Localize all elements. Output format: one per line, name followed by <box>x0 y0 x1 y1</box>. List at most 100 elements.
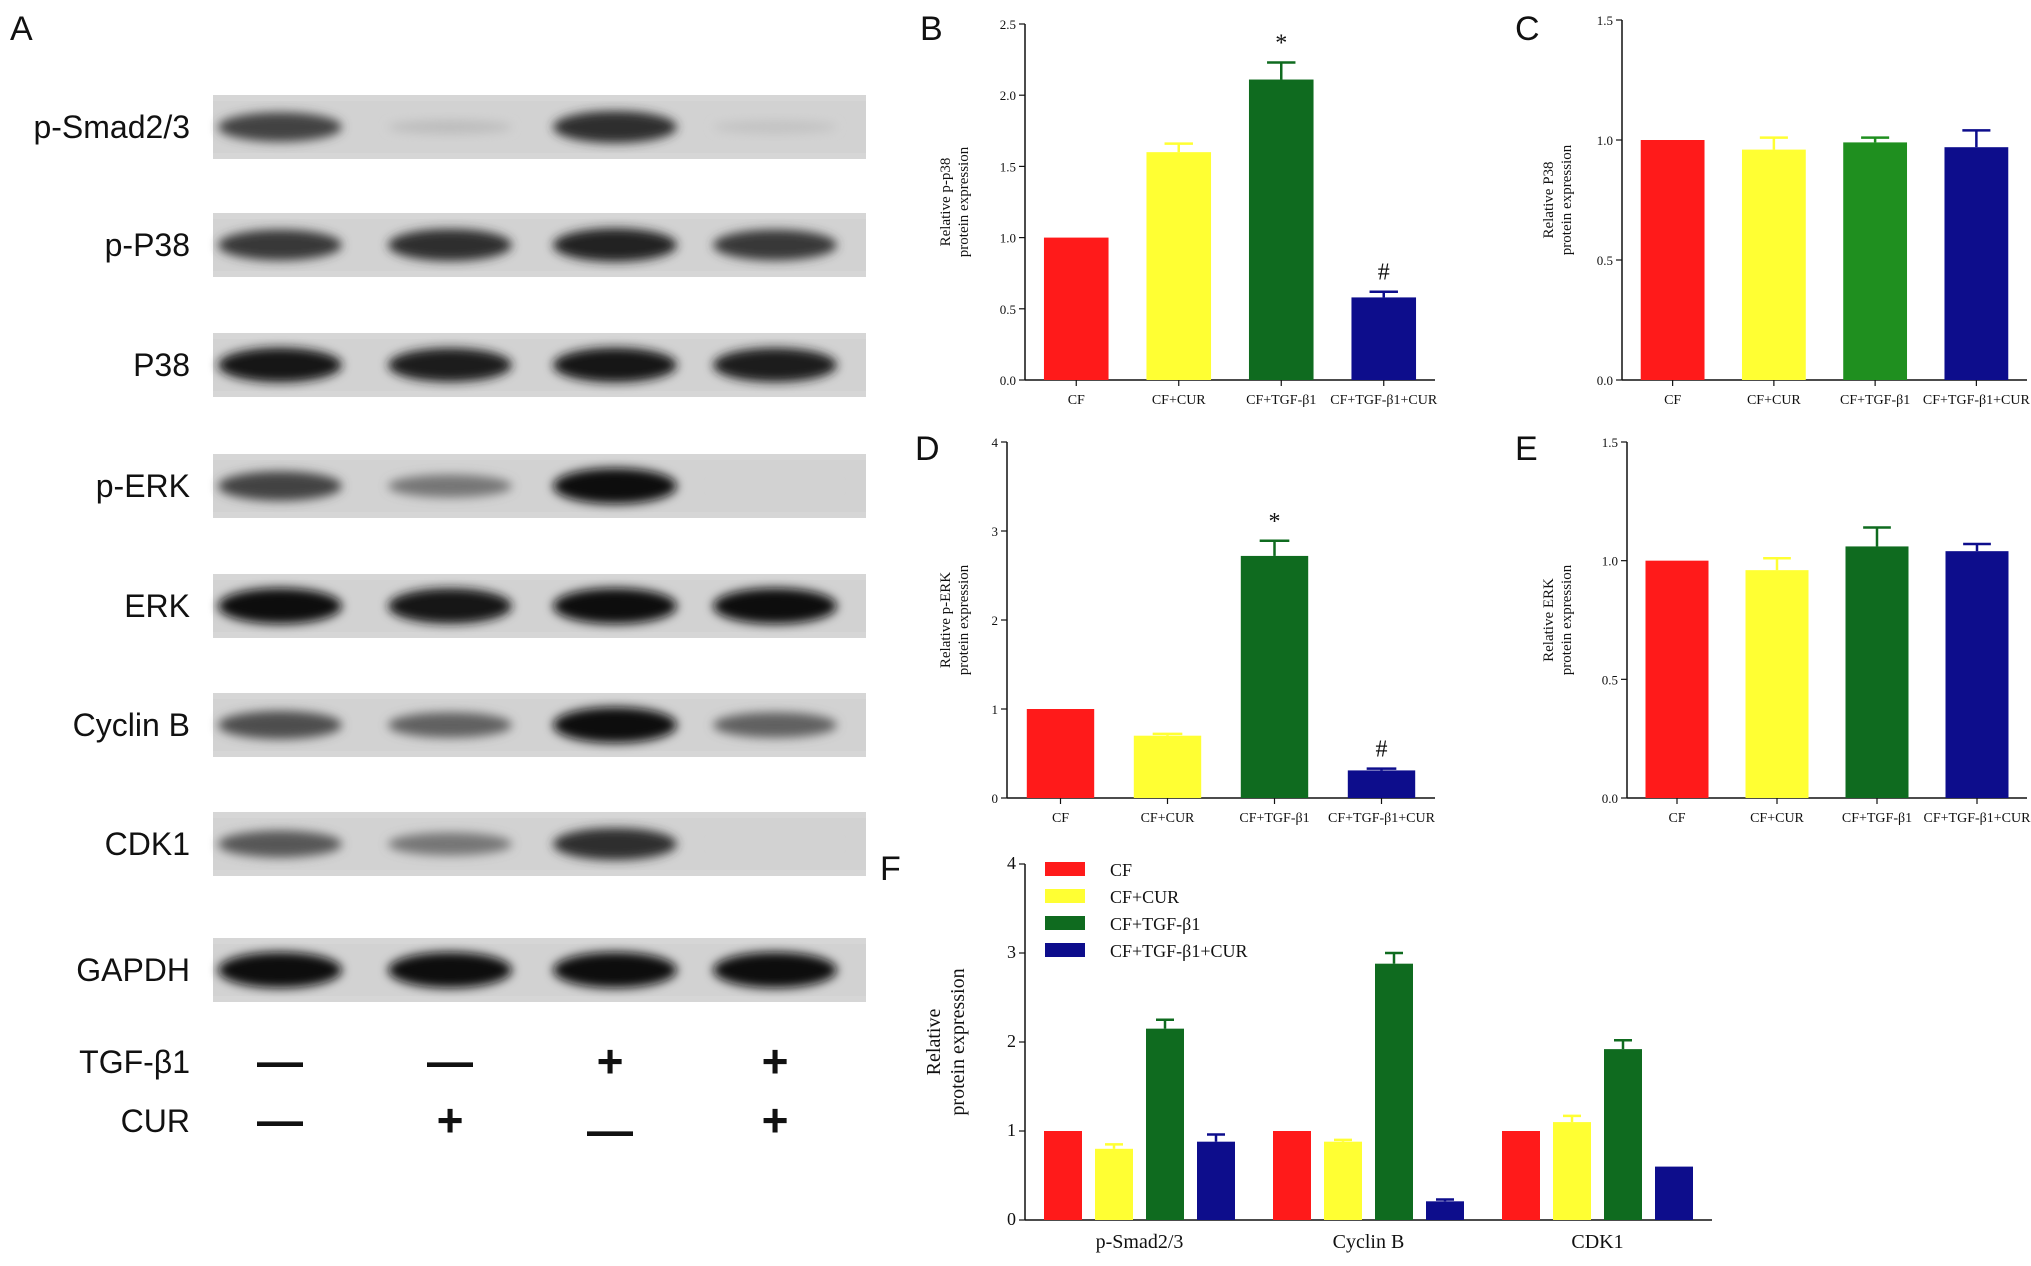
y-axis-label-line: Relative P38 <box>1541 161 1557 238</box>
bar <box>1133 735 1202 798</box>
y-tick-label: 1.5 <box>1597 13 1613 28</box>
bar <box>1146 1028 1184 1220</box>
bar <box>1197 1141 1235 1220</box>
blot-band <box>218 588 342 624</box>
blot-band <box>713 588 837 624</box>
treatment-symbol: + <box>597 1035 624 1087</box>
blot-band <box>713 229 837 261</box>
blot-band <box>713 347 837 383</box>
x-tick-label: CF+TGF-β1 <box>1840 393 1910 408</box>
y-axis-label: Relative protein expression <box>923 968 969 1115</box>
legend: CF CF+CUR CF+TGF-β1 CF+TGF-β1+CUR <box>1045 860 1248 961</box>
blot-row-label: Cyclin B <box>73 707 190 743</box>
chart-e: E 0.0 0.5 1.0 1.5 Relative ERK protein express… <box>1515 430 2031 826</box>
y-axis-label: Relative p-ERK protein expression <box>938 564 972 675</box>
bar <box>1741 149 1806 380</box>
x-tick-label: CF+TGF-β1 <box>1239 811 1309 826</box>
bar <box>1944 147 2009 380</box>
bar <box>1095 1148 1133 1220</box>
blot-band <box>713 952 837 988</box>
blot-band <box>218 710 342 740</box>
blot-row-label: ERK <box>124 588 190 624</box>
y-tick-label: 0.0 <box>1000 373 1016 388</box>
blot-row: GAPDH <box>76 938 866 1002</box>
x-tick-label: CF+CUR <box>1141 811 1195 826</box>
bar <box>1248 79 1314 380</box>
y-tick-label: 2 <box>992 613 999 628</box>
bar <box>1146 152 1212 380</box>
y-axis-label-line: Relative p-ERK <box>938 572 954 668</box>
blot-band <box>388 228 512 262</box>
blot-row: p-ERK <box>96 454 866 518</box>
treatment-label: TGF-β1 <box>79 1044 190 1080</box>
blot-row-label: p-Smad2/3 <box>33 109 190 145</box>
legend-swatch <box>1045 862 1085 876</box>
y-tick-label: 1.0 <box>1602 554 1618 569</box>
x-tick-label: CF+CUR <box>1152 393 1206 408</box>
blot-band <box>553 952 677 988</box>
blot-band <box>713 838 837 850</box>
legend-swatch <box>1045 889 1085 903</box>
significance-marker: * <box>1275 30 1287 56</box>
significance-marker: # <box>1376 737 1388 763</box>
legend-label: CF+TGF-β1+CUR <box>1110 941 1248 961</box>
bar <box>1655 1166 1693 1220</box>
x-tick-label: CF+TGF-β1+CUR <box>1328 811 1436 826</box>
blot-row-label: p-P38 <box>105 227 190 263</box>
y-axis-label-line: protein expression <box>1559 564 1575 675</box>
y-tick-label: 3 <box>1007 942 1016 962</box>
bar <box>1945 551 2009 798</box>
blot-band <box>713 480 837 492</box>
panel-label-b: B <box>920 10 943 48</box>
chart-c: C 0.0 0.5 1.0 1.5 Relative P38 protein express… <box>1515 10 2031 408</box>
blot-row: Cyclin B <box>73 693 866 757</box>
y-tick-label: 1 <box>992 702 999 717</box>
treatment-symbol: — <box>257 1094 303 1146</box>
blot-row: p-P38 <box>105 213 866 277</box>
y-axis-label-line: protein expression <box>947 968 969 1115</box>
y-axis-label: Relative p-p38 protein expression <box>938 146 972 257</box>
y-axis-label-line: Relative <box>923 1009 945 1076</box>
blot-row: ERK <box>124 574 866 638</box>
blot-row-label: CDK1 <box>105 826 190 862</box>
legend-swatch <box>1045 916 1085 930</box>
bar <box>1645 560 1709 798</box>
x-tick-label: CF <box>1068 393 1085 408</box>
y-axis-label-line: Relative ERK <box>1541 578 1557 662</box>
blot-band <box>388 474 512 498</box>
x-tick-label: CF+TGF-β1+CUR <box>1923 393 2031 408</box>
bar <box>1324 1141 1362 1220</box>
x-tick-label: p-Smad2/3 <box>1096 1231 1184 1253</box>
bar <box>1240 555 1309 798</box>
y-tick-label: 1.0 <box>1597 133 1613 148</box>
treatment-symbol: — <box>257 1035 303 1087</box>
blot-band <box>388 952 512 988</box>
blot-band <box>218 347 342 383</box>
x-tick-label: CF <box>1668 811 1685 826</box>
blot-row: CDK1 <box>105 812 866 876</box>
y-tick-label: 0.0 <box>1602 791 1618 806</box>
blot-band <box>553 347 677 383</box>
x-tick-label: CF <box>1052 811 1069 826</box>
bar <box>1604 1049 1642 1220</box>
treatment-symbol: + <box>762 1035 789 1087</box>
blot-band <box>218 952 342 988</box>
legend-swatch <box>1045 943 1085 957</box>
x-tick-label: CF+TGF-β1 <box>1246 393 1316 408</box>
y-tick-label: 2.5 <box>1000 17 1016 32</box>
treatment-symbol: — <box>587 1104 633 1156</box>
y-axis-label-line: Relative p-p38 <box>938 158 954 247</box>
y-axis-label: Relative P38 protein expression <box>1541 144 1575 255</box>
panel-label-d: D <box>915 430 940 468</box>
x-tick-label: Cyclin B <box>1333 1231 1405 1253</box>
panel-label-e: E <box>1515 430 1538 468</box>
x-tick-label: CF+TGF-β1 <box>1842 811 1912 826</box>
blot-band <box>388 588 512 624</box>
bar <box>1043 237 1109 380</box>
y-tick-label: 1.5 <box>1000 159 1016 174</box>
blot-band <box>388 348 512 382</box>
bar <box>1375 963 1413 1220</box>
y-tick-label: 0.5 <box>1597 253 1613 268</box>
bar <box>1426 1201 1464 1220</box>
